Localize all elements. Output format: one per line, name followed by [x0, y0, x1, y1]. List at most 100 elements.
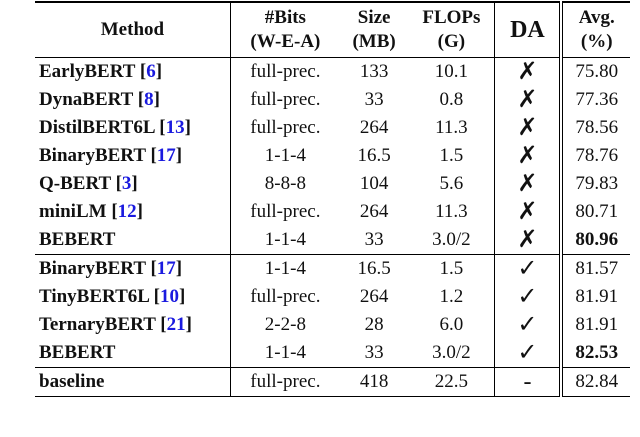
header-text: FLOPs: [422, 7, 481, 28]
table-row: Q-BERT [3] 8-8-8 104 5.6 ✗ 79.83: [35, 170, 630, 198]
citation-bracket: [: [137, 89, 145, 110]
row-group: BinaryBERT [17] 1-1-4 16.5 1.5 ✓ 81.57 TinyBER…: [35, 254, 630, 368]
da-cell: ✓: [494, 311, 564, 339]
avg-cell: 82.53: [575, 342, 619, 363]
table-row: BinaryBERT [17] 1-1-4 16.5 1.5 ✓ 81.57: [35, 254, 630, 283]
method-cell: TinyBERT6L [10]: [35, 283, 231, 311]
method-cell: TernaryBERT [21]: [35, 311, 231, 339]
da-cell: ✗: [494, 142, 564, 170]
flops-cell: 11.3: [435, 117, 468, 138]
da-cell: -: [494, 367, 564, 397]
method-cell: baseline: [35, 367, 231, 397]
citation: 13: [165, 117, 185, 138]
table-row: DistilBERT6L [13] full-prec. 264 11.3 ✗ 78.56: [35, 114, 630, 142]
flops-cell: 10.1: [434, 61, 468, 82]
method-name: TernaryBERT: [39, 314, 156, 335]
method-cell: DistilBERT6L [13]: [35, 114, 231, 142]
method-name: DynaBERT: [39, 89, 134, 110]
da-cell: ✗: [494, 170, 564, 198]
bits-cell: full-prec.: [250, 201, 321, 222]
bits-cell: 1-1-4: [264, 342, 306, 363]
citation-bracket: ]: [155, 61, 163, 82]
flops-cell: 11.3: [435, 201, 468, 222]
column-header: Size (MB): [339, 2, 409, 58]
citation-bracket: [: [115, 173, 122, 194]
citation: 3: [121, 173, 132, 194]
header-text: (%): [580, 31, 613, 52]
bits-cell: full-prec.: [250, 89, 321, 110]
size-cell: 264: [359, 201, 389, 222]
method-name: EarlyBERT: [39, 61, 136, 82]
flops-cell: 22.5: [434, 371, 468, 392]
bits-cell: full-prec.: [250, 371, 321, 392]
table-row: baseline full-prec. 418 22.5 -82.84: [35, 367, 630, 397]
citation-bracket: [: [159, 117, 166, 138]
citation-bracket: [: [150, 145, 157, 166]
size-cell: 104: [359, 173, 389, 194]
column-header: DA: [494, 2, 564, 58]
method-name: DistilBERT6L: [39, 117, 155, 138]
size-cell: 28: [364, 314, 384, 335]
header-text: Avg.: [578, 7, 615, 28]
method-cell: BinaryBERT [17]: [35, 254, 231, 283]
bits-cell: 2-2-8: [264, 314, 306, 335]
da-cell: ✗: [494, 198, 564, 226]
header-text: Method: [100, 19, 165, 40]
method-name: BinaryBERT: [39, 145, 146, 166]
da-cell: ✗: [494, 114, 564, 142]
citation: 10: [159, 286, 179, 307]
flops-cell: 1.5: [439, 145, 464, 166]
method-name: BinaryBERT: [39, 258, 146, 279]
avg-cell: 81.57: [575, 258, 619, 279]
avg-cell: 78.56: [575, 117, 619, 138]
da-cell: ✓: [494, 283, 564, 311]
bits-cell: 1-1-4: [264, 145, 306, 166]
bits-cell: 8-8-8: [264, 173, 306, 194]
avg-cell: 81.91: [575, 286, 619, 307]
table-row: BEBERT 1-1-4 33 3.0/2 ✗ 80.96: [35, 226, 630, 255]
citation-bracket: ]: [175, 258, 183, 279]
table-row: EarlyBERT [6] full-prec. 133 10.1 ✗ 75.80: [35, 57, 630, 86]
method-name: miniLM: [39, 201, 107, 222]
citation: 17: [156, 258, 176, 279]
bits-cell: 1-1-4: [264, 258, 306, 279]
method-cell: miniLM [12]: [35, 198, 231, 226]
header-text: (W-E-A): [250, 31, 321, 52]
header-text: (G): [437, 31, 466, 52]
da-cell: ✗: [494, 86, 564, 114]
column-header: #Bits (W-E-A): [230, 2, 340, 58]
bits-cell: full-prec.: [250, 61, 321, 82]
column-header: FLOPs (G): [408, 2, 495, 58]
header-text: #Bits: [264, 7, 306, 28]
citation: 12: [117, 201, 137, 222]
method-cell: BEBERT: [35, 226, 231, 255]
bits-cell: full-prec.: [250, 286, 321, 307]
flops-cell: 3.0/2: [432, 342, 471, 363]
table-header: Method #Bits (W-E-A) Size (MB) FLOPs (G) DA Avg.…: [35, 2, 630, 58]
header-text: Size: [357, 7, 391, 28]
avg-cell: 77.36: [575, 89, 619, 110]
table-row: BinaryBERT [17] 1-1-4 16.5 1.5 ✗ 78.76: [35, 142, 630, 170]
method-name: baseline: [39, 371, 105, 392]
citation-bracket: [: [111, 201, 118, 222]
flops-cell: 1.2: [439, 286, 464, 307]
header-row: Method #Bits (W-E-A) Size (MB) FLOPs (G) DA Avg.…: [35, 2, 630, 58]
citation-bracket: ]: [178, 286, 186, 307]
avg-cell: 81.91: [575, 314, 619, 335]
citation: 8: [144, 89, 154, 110]
size-cell: 264: [359, 117, 389, 138]
da-cell: ✗: [494, 57, 564, 86]
citation-bracket: ]: [131, 173, 138, 194]
citation-bracket: [: [139, 61, 147, 82]
citation: 6: [146, 61, 156, 82]
citation-bracket: [: [160, 314, 167, 335]
row-group: EarlyBERT [6] full-prec. 133 10.1 ✗ 75.80 Dyna…: [35, 57, 630, 255]
flops-cell: 5.6: [439, 173, 464, 194]
citation-bracket: ]: [175, 145, 183, 166]
avg-cell: 79.83: [575, 173, 619, 194]
method-cell: DynaBERT [8]: [35, 86, 231, 114]
citation-bracket: [: [153, 286, 160, 307]
flops-cell: 0.8: [439, 89, 464, 110]
table-row: TinyBERT6L [10] full-prec. 264 1.2 ✓ 81.91: [35, 283, 630, 311]
